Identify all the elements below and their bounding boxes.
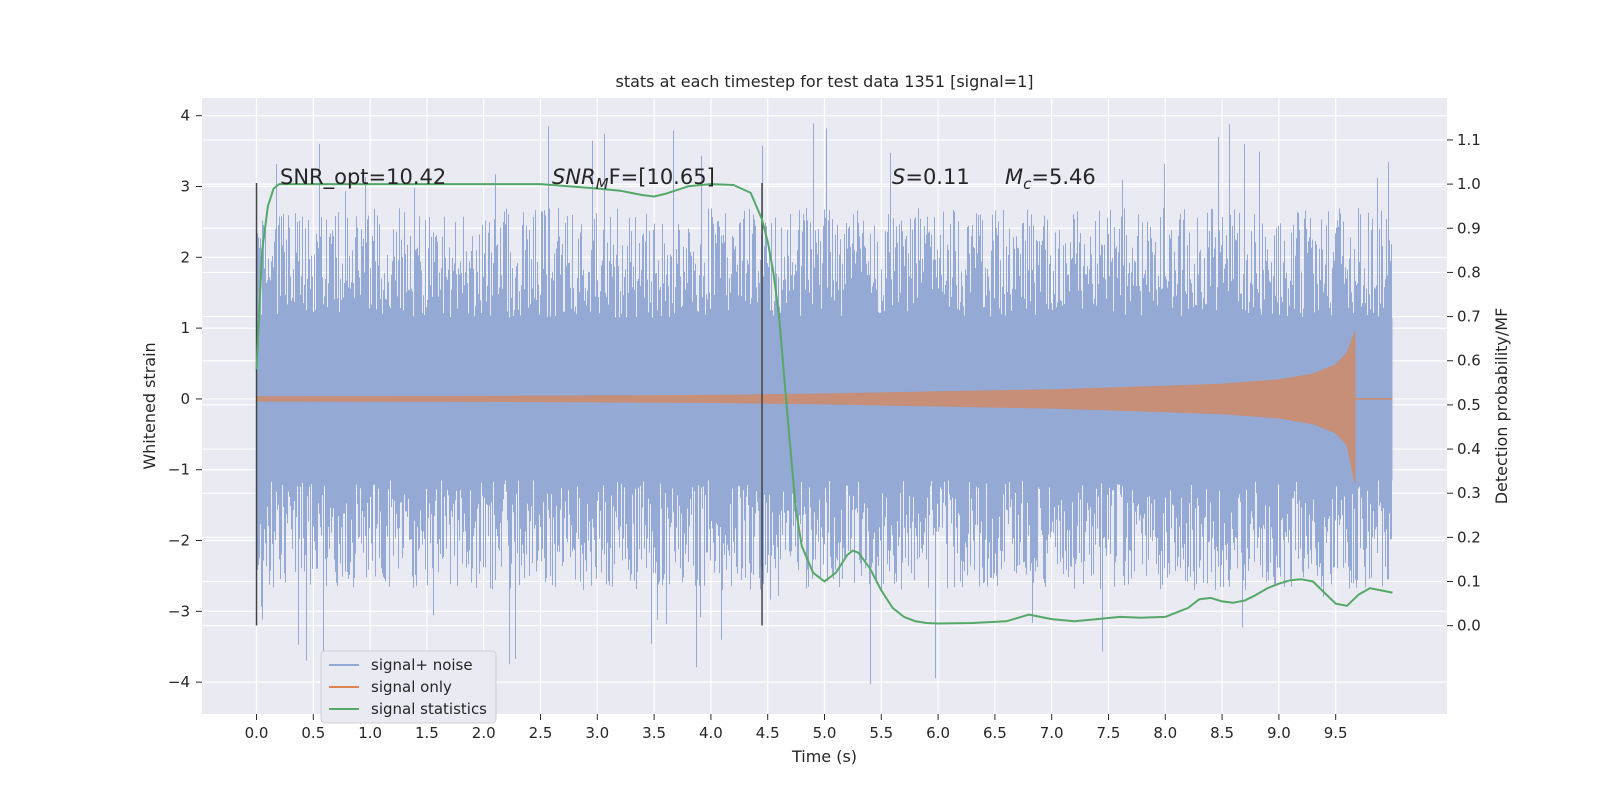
x-tick-label: 9.5 [1324, 724, 1348, 742]
y-tick-label: 4 [180, 107, 190, 125]
x-tick-label: 6.5 [983, 724, 1007, 742]
annotation-snr-mf-head: SNR [552, 165, 596, 189]
y2-tick-label: 0.7 [1457, 308, 1481, 326]
x-tick-label: 0.0 [245, 724, 269, 742]
x-tick-label: 9.0 [1267, 724, 1291, 742]
annotation-mc-head: M [1005, 165, 1023, 189]
y-tick-label: 1 [180, 319, 190, 337]
legend-label-noise: signal+ noise [371, 656, 473, 674]
y2-tick-label: 0.6 [1457, 352, 1481, 370]
y-tick-label: 3 [180, 178, 190, 196]
y2-tick-label: 0.2 [1457, 528, 1481, 546]
x-tick-label: 5.5 [869, 724, 893, 742]
x-tick-label: 4.0 [699, 724, 723, 742]
legend-label-signal: signal only [371, 678, 452, 696]
y2-tick-label: 1.1 [1457, 131, 1481, 149]
x-tick-label: 1.0 [358, 724, 382, 742]
x-tick-label: 7.0 [1040, 724, 1064, 742]
annotation-snr-mf-tail: F=[10.65] [609, 165, 715, 189]
x-tick-label: 1.5 [415, 724, 439, 742]
x-axis-label: Time (s) [791, 747, 857, 766]
legend-label-statistics: signal statistics [371, 700, 487, 718]
y-tick-label: 0 [180, 390, 190, 408]
y2-axis-label: Detection probability/MF [1492, 308, 1511, 505]
x-tick-label: 8.0 [1153, 724, 1177, 742]
y2-tick-label: 0.3 [1457, 484, 1481, 502]
x-tick-label: 3.5 [642, 724, 666, 742]
y-tick-label: −2 [168, 532, 190, 550]
series-layer [255, 123, 1393, 685]
annotation-s-head: S [892, 165, 905, 189]
annotation-mc-sub: c [1023, 175, 1032, 193]
y-tick-label: 2 [180, 248, 190, 266]
y2-tick-label: 0.0 [1457, 617, 1481, 635]
legend-box [320, 650, 497, 724]
y2-tick-label: 0.9 [1457, 219, 1481, 237]
x-tick-label: 7.5 [1097, 724, 1121, 742]
x-tick-label: 2.0 [472, 724, 496, 742]
x-tick-label: 0.5 [301, 724, 325, 742]
x-tick-label: 2.5 [529, 724, 553, 742]
chart-title: stats at each timestep for test data 135… [615, 72, 1033, 91]
annotation-snr-mf: SNRMF=[10.65] [552, 165, 715, 193]
annotation-snr-mf-sub: M [596, 175, 609, 193]
series-signal-only [256, 331, 1356, 484]
legend: signal+ noise signal only signal statist… [320, 650, 497, 724]
y2-tick-label: 0.1 [1457, 573, 1481, 591]
x-tick-label: 6.0 [926, 724, 950, 742]
y-tick-label: −3 [168, 602, 190, 620]
annotation-s-tail: =0.11 [905, 165, 969, 189]
series-signal-statistics [255, 183, 1393, 625]
x-tick-label: 3.0 [585, 724, 609, 742]
y-tick-label: −1 [168, 461, 190, 479]
y2-tick-label: 0.8 [1457, 263, 1481, 281]
y2-tick-label: 0.5 [1457, 396, 1481, 414]
y-axis-label: Whitened strain [140, 342, 159, 469]
annotation-snr-opt: SNR_opt=10.42 [280, 165, 446, 190]
y2-tick-label: 0.4 [1457, 440, 1481, 458]
annotation-s: S=0.11 [892, 165, 970, 189]
x-tick-label: 5.0 [813, 724, 837, 742]
x-tick-label: 4.5 [756, 724, 780, 742]
axes: 0.0 0.5 1.0 1.5 2.0 2.5 3.0 3.5 4.0 4.5 5.0 5.5 6.0 6… [168, 107, 1481, 742]
annotation-mc-tail: =5.46 [1031, 165, 1095, 189]
y2-tick-label: 1.0 [1457, 175, 1481, 193]
annotation-mc: Mc=5.46 [1005, 165, 1096, 193]
x-tick-label: 8.5 [1210, 724, 1234, 742]
y-tick-label: −4 [168, 673, 190, 691]
